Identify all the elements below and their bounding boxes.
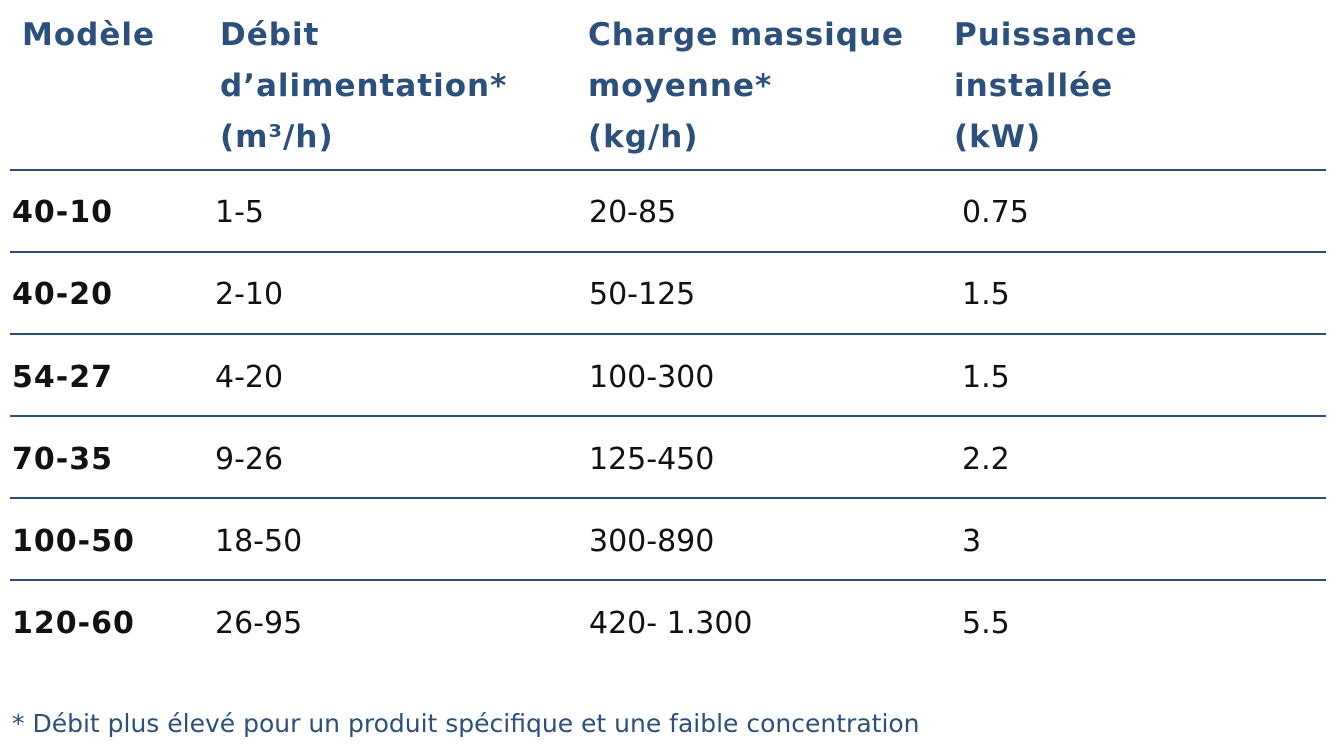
cell-puissance: 1.5 xyxy=(962,277,1010,312)
cell-charge: 125-450 xyxy=(589,442,715,477)
header-charge: Charge massique moyenne* (kg/h) xyxy=(588,10,904,163)
cell-puissance: 5.5 xyxy=(962,606,1010,641)
row-divider xyxy=(10,169,1326,171)
header-puissance: Puissance installée (kW) xyxy=(954,10,1138,163)
header-line: (m³/h) xyxy=(220,119,334,155)
row-divider xyxy=(10,251,1326,253)
cell-debit: 1-5 xyxy=(215,195,264,230)
table-row: 54-27 4-20 100-300 1.5 xyxy=(0,336,1334,418)
table-row: 70-35 9-26 125-450 2.2 xyxy=(0,418,1334,500)
cell-modele: 70-35 xyxy=(12,442,113,477)
header-line: Débit xyxy=(220,17,320,53)
cell-modele: 40-20 xyxy=(12,277,113,312)
footnote: * Débit plus élevé pour un produit spéci… xyxy=(12,709,920,738)
cell-puissance: 0.75 xyxy=(962,195,1029,230)
cell-modele: 54-27 xyxy=(12,360,113,395)
cell-charge: 50-125 xyxy=(589,277,696,312)
header-line: d’alimentation* xyxy=(220,68,508,104)
cell-charge: 100-300 xyxy=(589,360,715,395)
header-line: Charge massique xyxy=(588,17,905,53)
cell-debit: 26-95 xyxy=(215,606,303,641)
table-row: 40-20 2-10 50-125 1.5 xyxy=(0,253,1334,335)
cell-puissance: 2.2 xyxy=(962,442,1010,477)
table-row: 120-60 26-95 420- 1.300 5.5 xyxy=(0,582,1334,664)
cell-charge: 420- 1.300 xyxy=(589,606,753,641)
cell-modele: 40-10 xyxy=(12,195,113,230)
header-line: installée xyxy=(954,68,1114,104)
cell-puissance: 1.5 xyxy=(962,360,1010,395)
cell-puissance: 3 xyxy=(962,524,982,559)
row-divider xyxy=(10,579,1326,581)
cell-charge: 300-890 xyxy=(589,524,715,559)
cell-debit: 9-26 xyxy=(215,442,284,477)
table-row: 40-10 1-5 20-85 0.75 xyxy=(0,171,1334,253)
header-line: (kg/h) xyxy=(588,119,699,155)
cell-debit: 18-50 xyxy=(215,524,303,559)
row-divider xyxy=(10,497,1326,499)
row-divider xyxy=(10,333,1326,335)
cell-debit: 4-20 xyxy=(215,360,284,395)
header-line: Puissance xyxy=(954,17,1138,53)
header-debit: Débit d’alimentation* (m³/h) xyxy=(220,10,507,163)
cell-debit: 2-10 xyxy=(215,277,284,312)
row-divider xyxy=(10,415,1326,417)
header-line: (kW) xyxy=(954,119,1042,155)
header-modele: Modèle xyxy=(22,10,155,61)
header-line: Modèle xyxy=(22,17,156,53)
cell-charge: 20-85 xyxy=(589,195,677,230)
cell-modele: 100-50 xyxy=(12,524,135,559)
table-row: 100-50 18-50 300-890 3 xyxy=(0,500,1334,582)
cell-modele: 120-60 xyxy=(12,606,135,641)
header-line: moyenne* xyxy=(588,68,773,104)
